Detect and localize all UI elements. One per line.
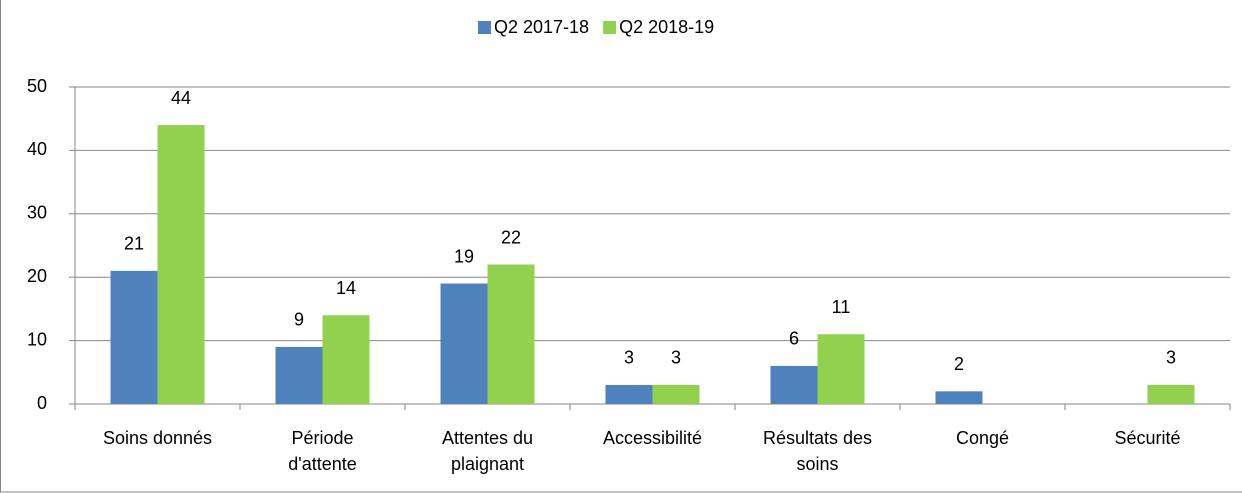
data-label: 9	[294, 310, 304, 330]
bar	[157, 125, 205, 404]
bar	[770, 365, 818, 404]
x-tick-label: Congé	[956, 428, 1009, 448]
bar	[275, 346, 323, 404]
x-tick-label: Résultats des soins	[763, 428, 872, 474]
x-tick-label: Soins donnés	[103, 428, 212, 448]
data-label: 3	[671, 348, 681, 368]
data-label: 21	[124, 234, 144, 254]
y-tick-label: 20	[27, 266, 47, 286]
x-tick-label: Période d'attente	[288, 428, 357, 474]
bar	[440, 283, 488, 404]
x-tick-label: Accessibilité	[603, 428, 702, 448]
data-label: 22	[501, 227, 521, 247]
y-tick-label: 30	[27, 203, 47, 223]
y-tick-label: 10	[27, 329, 47, 349]
data-label: 3	[1166, 348, 1176, 368]
bar	[652, 384, 700, 404]
y-tick-label: 40	[27, 139, 47, 159]
data-label: 3	[624, 348, 634, 368]
bar	[1147, 384, 1195, 404]
legend-swatch	[603, 21, 617, 34]
bar	[605, 384, 653, 404]
y-tick-label: 0	[37, 393, 47, 413]
data-label: 14	[336, 278, 356, 298]
data-label: 11	[832, 297, 851, 317]
bar	[935, 391, 983, 404]
legend-label: Q2 2018-19	[619, 17, 714, 37]
y-tick-label: 50	[27, 76, 47, 96]
bar	[322, 315, 370, 404]
legend: Q2 2017-18 Q2 2018-19	[478, 17, 714, 37]
data-label: 2	[954, 354, 964, 374]
x-tick-label: Sécurité	[1114, 428, 1180, 448]
legend-label: Q2 2017-18	[494, 17, 589, 37]
bar	[817, 334, 865, 404]
bar	[487, 264, 535, 404]
bar	[110, 270, 158, 404]
data-label: 6	[789, 329, 799, 349]
data-label: 44	[171, 88, 191, 108]
legend-swatch	[478, 21, 491, 34]
data-label: 19	[454, 246, 474, 266]
x-tick-label: Attentes du plaignant	[442, 428, 533, 474]
